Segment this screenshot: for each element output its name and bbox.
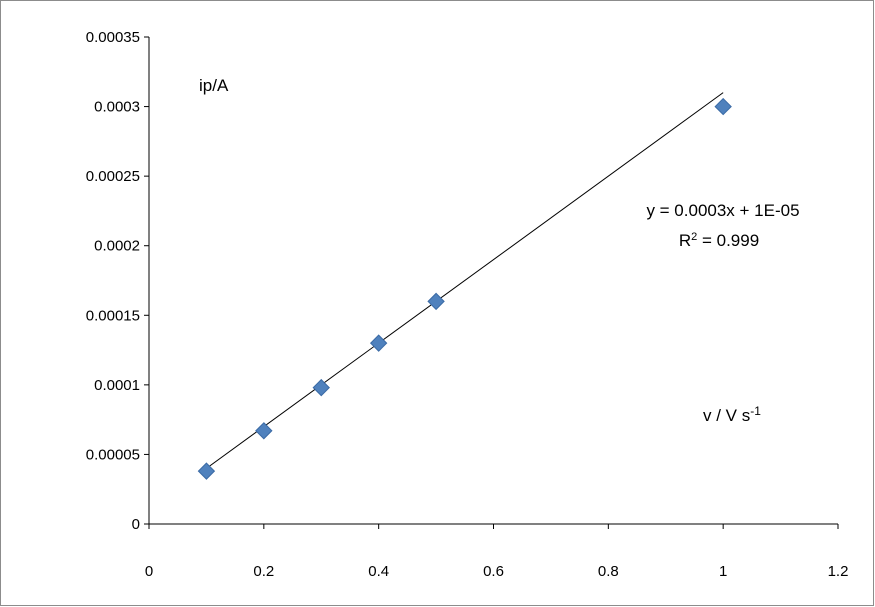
y-axis-label: ip/A: [199, 76, 229, 95]
y-tick-label: 0.00025: [86, 168, 140, 185]
x-axis-label-main: v / V s: [703, 406, 750, 425]
data-points: [197, 97, 732, 480]
x-tick-label: 0.8: [598, 563, 619, 580]
x-tick-label: 1.2: [828, 563, 849, 580]
trendline-equation: y = 0.0003x + 1E-05: [646, 201, 799, 220]
trendline: [206, 92, 724, 469]
x-axis-label: v / V s-1: [703, 404, 761, 425]
x-ticks: 0 0.2 0.4 0.6 0.8 1 1.2: [145, 524, 849, 580]
x-tick-label: 0.2: [253, 563, 274, 580]
x-tick-label: 0: [145, 563, 153, 580]
data-point: [427, 292, 445, 311]
y-tick-label: 0.00005: [86, 446, 140, 463]
x-axis-label-sup: -1: [750, 404, 761, 418]
data-point: [255, 422, 273, 440]
y-tick-label: 0: [132, 516, 140, 533]
r-squared-label: R2 = 0.999: [679, 231, 759, 250]
data-point: [714, 97, 732, 116]
r-squared-prefix: R: [679, 231, 691, 250]
r-squared-value: = 0.999: [697, 231, 759, 250]
y-tick-label: 0.00015: [86, 307, 140, 324]
x-tick-label: 0.6: [483, 563, 504, 580]
y-tick-label: 0.00035: [86, 29, 140, 46]
y-tick-label: 0.0002: [94, 238, 140, 255]
axes: [148, 37, 838, 525]
data-point: [312, 378, 330, 397]
y-tick-label: 0.0003: [94, 99, 140, 116]
x-tick-label: 1: [719, 563, 727, 580]
y-ticks: 0 0.00005 0.0001 0.00015 0.0002 0.00025 0.0003…: [86, 29, 149, 533]
data-point: [197, 462, 216, 480]
r-squared-sup: 2: [691, 231, 697, 243]
y-tick-label: 0.0001: [94, 377, 140, 394]
x-tick-label: 0.4: [368, 563, 389, 580]
data-point: [369, 334, 388, 352]
